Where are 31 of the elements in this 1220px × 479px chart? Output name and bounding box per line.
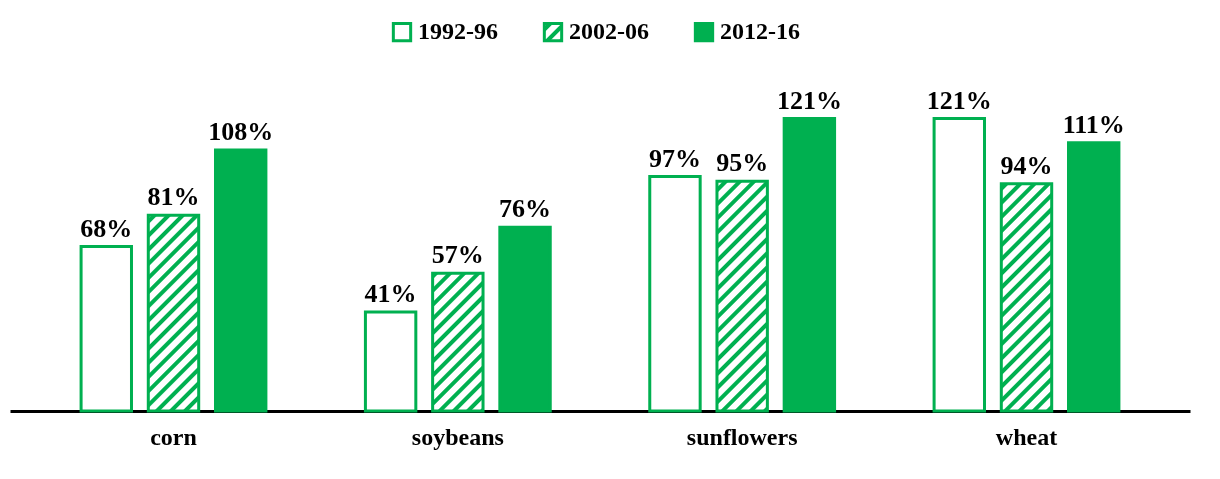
x-tick-label: corn: [150, 423, 197, 450]
data-label: 76%: [499, 194, 552, 224]
data-label: 111%: [1062, 109, 1125, 139]
data-label: 81%: [147, 182, 200, 212]
x-tick-label: soybeans: [411, 423, 504, 450]
data-label: 94%: [1000, 150, 1053, 180]
data-label: 121%: [926, 85, 992, 115]
x-tick-label: wheat: [995, 423, 1058, 450]
data-label: 57%: [431, 240, 484, 270]
legend-label: 1992-96: [418, 18, 498, 45]
data-label: 97%: [648, 143, 701, 173]
bar: [648, 175, 702, 413]
bar: [363, 310, 418, 413]
data-label: 95%: [716, 148, 769, 178]
bar: [782, 117, 837, 413]
bar: [932, 117, 986, 413]
data-label: 68%: [80, 213, 133, 243]
bar: [999, 182, 1054, 413]
bar: [146, 213, 201, 413]
bar: [214, 148, 268, 413]
legend-label: 2002-06: [569, 18, 649, 45]
data-label: 108%: [208, 116, 274, 146]
bar: [1067, 141, 1121, 413]
x-tick-label: sunflowers: [686, 423, 798, 450]
bar: [715, 179, 769, 413]
legend-label: 2012-16: [720, 18, 800, 45]
bar: [431, 271, 485, 413]
data-label: 121%: [776, 85, 842, 115]
data-label: 41%: [364, 278, 417, 308]
bar: [79, 245, 133, 413]
bar: [498, 225, 552, 413]
